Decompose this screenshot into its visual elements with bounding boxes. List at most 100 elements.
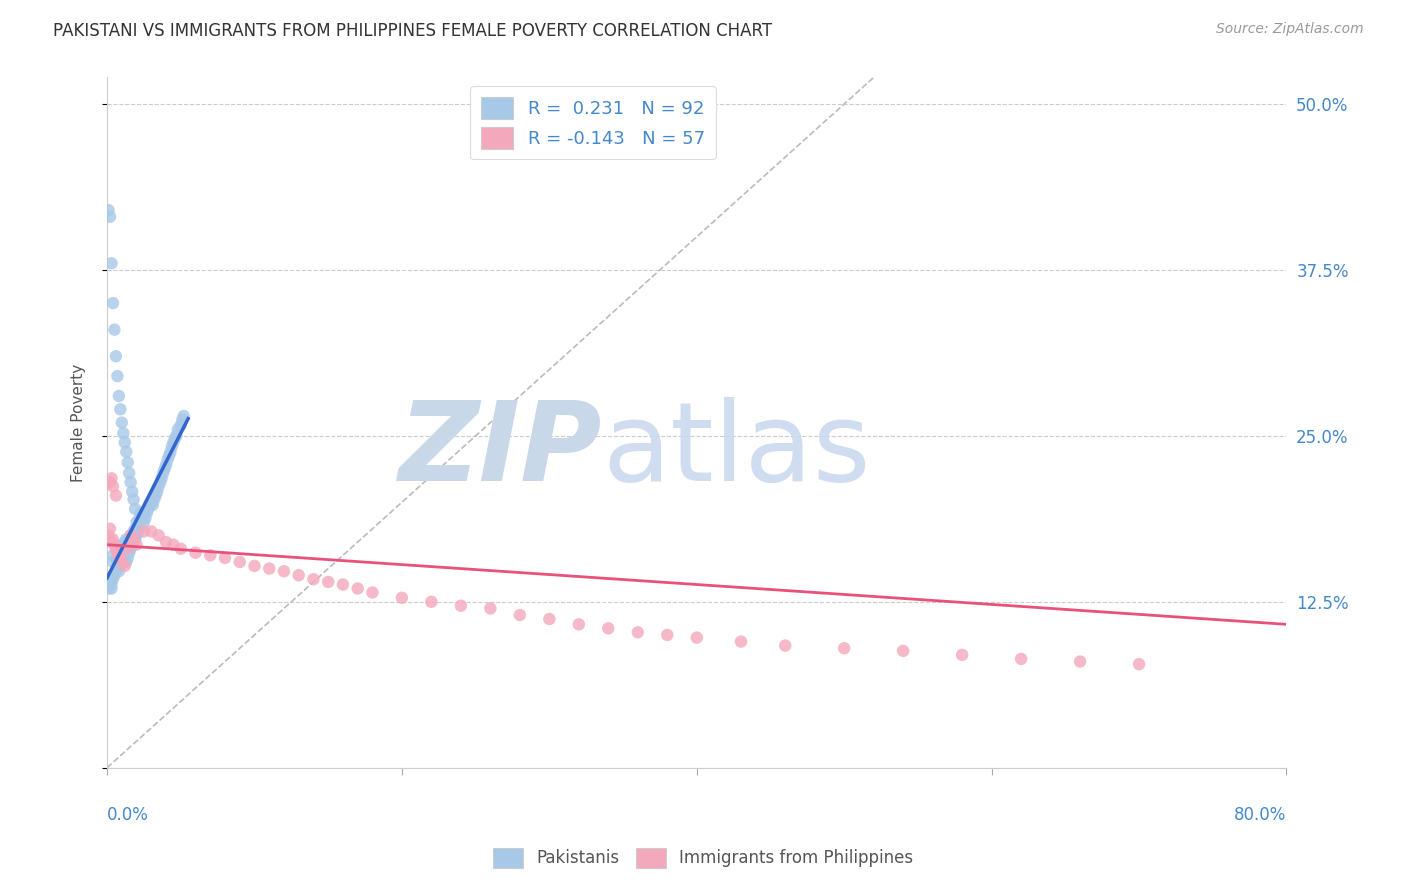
Point <box>117 541 139 556</box>
Point <box>108 549 131 563</box>
Point <box>97 528 120 542</box>
Point <box>122 492 145 507</box>
Point <box>98 475 121 490</box>
Text: atlas: atlas <box>602 397 870 504</box>
Point <box>143 492 166 507</box>
Point <box>332 577 354 591</box>
Point <box>100 471 122 485</box>
Point <box>172 413 194 427</box>
Point <box>117 455 139 469</box>
Point <box>287 568 309 582</box>
Point <box>101 479 124 493</box>
Point <box>184 546 207 560</box>
Point <box>657 628 679 642</box>
Point <box>110 402 132 417</box>
Text: PAKISTANI VS IMMIGRANTS FROM PHILIPPINES FEMALE POVERTY CORRELATION CHART: PAKISTANI VS IMMIGRANTS FROM PHILIPPINES… <box>53 22 772 40</box>
Point <box>132 515 155 529</box>
Point <box>112 426 135 441</box>
Point <box>627 625 650 640</box>
Point <box>142 498 165 512</box>
Point <box>153 462 176 476</box>
Point <box>125 528 148 542</box>
Point <box>101 572 124 586</box>
Point <box>118 466 141 480</box>
Point <box>124 501 146 516</box>
Point <box>302 572 325 586</box>
Point <box>108 549 131 563</box>
Point <box>200 549 222 563</box>
Point <box>159 444 181 458</box>
Point <box>832 641 855 656</box>
Point <box>97 582 120 596</box>
Point <box>108 389 131 403</box>
Point <box>128 511 150 525</box>
Point <box>98 210 121 224</box>
Point <box>138 501 160 516</box>
Point <box>112 551 135 566</box>
Point <box>361 585 384 599</box>
Point <box>156 452 179 467</box>
Point <box>104 349 127 363</box>
Point <box>132 524 155 539</box>
Point <box>120 475 142 490</box>
Point <box>1128 657 1150 672</box>
Point <box>111 546 134 560</box>
Point <box>538 612 561 626</box>
Point <box>141 524 163 539</box>
Text: 0.0%: 0.0% <box>107 805 149 823</box>
Point <box>100 256 122 270</box>
Point <box>162 538 184 552</box>
Point <box>101 533 124 547</box>
Point <box>170 418 193 433</box>
Point <box>101 555 124 569</box>
Point <box>166 422 188 436</box>
Point <box>98 522 121 536</box>
Point <box>111 541 134 556</box>
Point <box>122 535 145 549</box>
Point <box>105 555 128 569</box>
Y-axis label: Female Poverty: Female Poverty <box>72 363 86 482</box>
Point <box>950 648 973 662</box>
Point <box>450 599 472 613</box>
Point <box>509 608 531 623</box>
Legend: Pakistanis, Immigrants from Philippines: Pakistanis, Immigrants from Philippines <box>486 841 920 875</box>
Point <box>1010 652 1032 666</box>
Point <box>146 484 169 499</box>
Point <box>1069 655 1091 669</box>
Point <box>118 535 141 549</box>
Point <box>98 574 121 589</box>
Point <box>131 508 153 523</box>
Point <box>391 591 413 605</box>
Point <box>121 538 143 552</box>
Point <box>117 538 139 552</box>
Point <box>100 535 122 549</box>
Point <box>114 435 136 450</box>
Point <box>104 541 127 556</box>
Legend: R =  0.231   N = 92, R = -0.143   N = 57: R = 0.231 N = 92, R = -0.143 N = 57 <box>470 87 716 160</box>
Point <box>112 538 135 552</box>
Point <box>145 489 167 503</box>
Point <box>111 555 134 569</box>
Point <box>118 546 141 560</box>
Point <box>141 495 163 509</box>
Point <box>108 564 131 578</box>
Point <box>100 582 122 596</box>
Point <box>122 524 145 539</box>
Point <box>97 203 120 218</box>
Point <box>257 561 280 575</box>
Point <box>104 564 127 578</box>
Point <box>173 409 195 423</box>
Point <box>229 555 252 569</box>
Point <box>115 555 138 569</box>
Point <box>114 549 136 563</box>
Point <box>316 574 339 589</box>
Point <box>122 533 145 547</box>
Point <box>105 561 128 575</box>
Point <box>127 524 149 539</box>
Point <box>120 528 142 542</box>
Text: ZIP: ZIP <box>399 397 602 504</box>
Point <box>479 601 502 615</box>
Point <box>105 546 128 560</box>
Point <box>117 551 139 566</box>
Point <box>128 522 150 536</box>
